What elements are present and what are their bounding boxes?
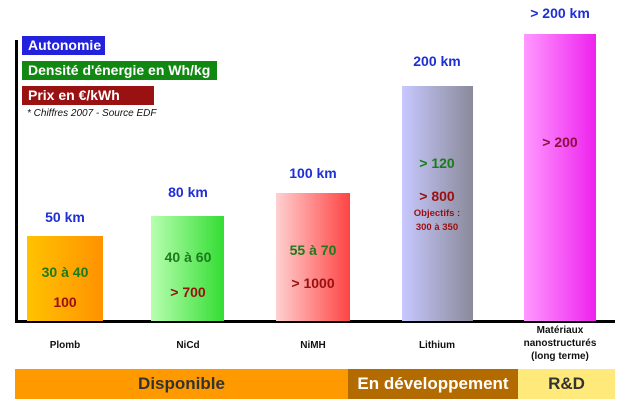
prix-label-plomb: 100 [53, 294, 77, 310]
category-nimh: NiMH [300, 340, 326, 351]
densite-label-nimh: 55 à 70 [289, 242, 337, 258]
category-nanostructures-line1: Matériaux [536, 325, 584, 336]
autonomie-label-lithium: 200 km [413, 53, 461, 69]
autonomie-label-nanostructures: > 200 km [530, 5, 590, 21]
prix-label-lithium: > 800 [419, 188, 455, 204]
legend-prix: Prix en €/kWh [22, 86, 154, 105]
source-note: * Chiffres 2007 - Source EDF [27, 108, 157, 119]
legend-autonomie: Autonomie [22, 36, 105, 55]
lithium-objectifs-label: Objectifs : [413, 208, 461, 219]
category-lithium: Lithium [418, 340, 456, 351]
prix-label-nicd: > 700 [170, 284, 206, 300]
status-disponible: Disponible [15, 369, 348, 399]
x-axis-line [15, 320, 615, 323]
bar-nicd [151, 216, 224, 321]
densite-label-plomb: 30 à 40 [41, 264, 89, 280]
status-rd: R&D [518, 369, 615, 399]
category-nanostructures-line3: (long terme) [531, 351, 589, 362]
bar-nimh [276, 193, 350, 321]
bar-plomb [27, 236, 103, 321]
bar-lithium [402, 86, 473, 321]
lithium-objectifs-value: 300 à 350 [415, 222, 459, 233]
autonomie-label-nicd: 80 km [168, 184, 208, 200]
densite-label-lithium: > 120 [419, 155, 455, 171]
densite-label-nicd: 40 à 60 [164, 249, 212, 265]
category-nicd: NiCd [176, 340, 200, 351]
category-plomb: Plomb [49, 340, 81, 351]
densite-label-nanostructures: > 200 [542, 134, 578, 150]
status-en-developpement: En développement [348, 369, 518, 399]
autonomie-label-nimh: 100 km [289, 165, 337, 181]
category-nanostructures: Matériaux nanostructurés (long terme) [500, 324, 620, 363]
y-axis-line [15, 40, 18, 322]
legend-densite: Densité d'énergie en Wh/kg [22, 61, 217, 80]
category-nanostructures-line2: nanostructurés [523, 338, 597, 349]
prix-label-nimh: > 1000 [291, 275, 335, 291]
bar-nanostructures [524, 34, 596, 321]
autonomie-label-plomb: 50 km [45, 209, 85, 225]
